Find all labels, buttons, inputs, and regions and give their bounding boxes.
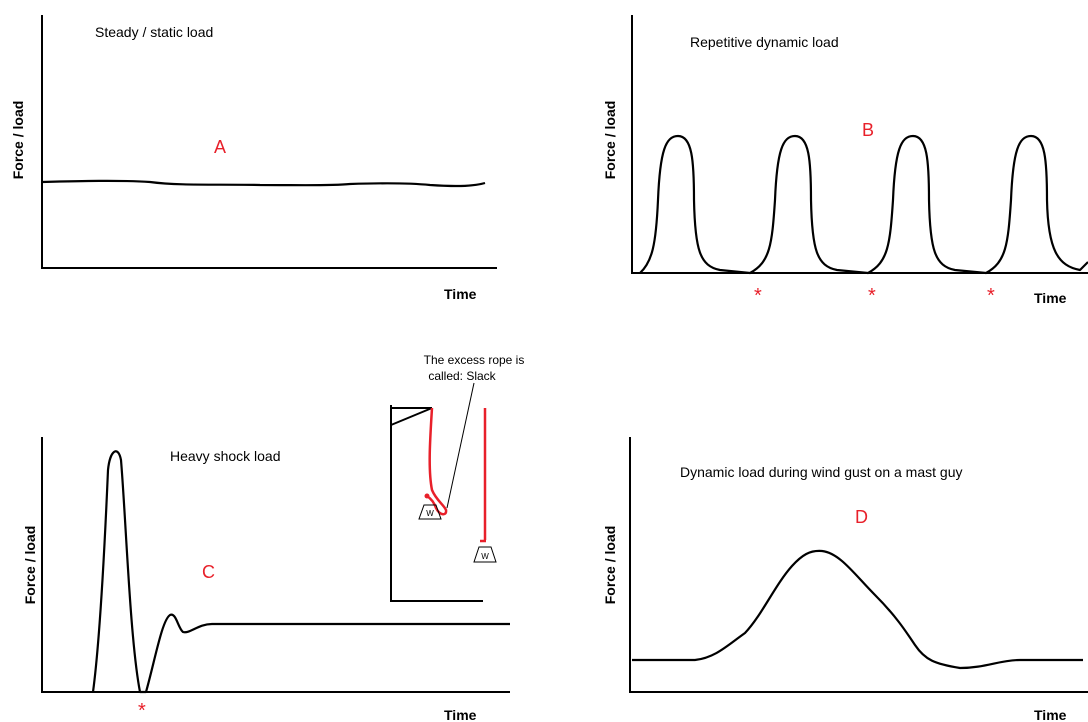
rope-end — [424, 493, 430, 499]
rope-slack — [426, 407, 448, 516]
y-label: Force / load — [22, 526, 38, 605]
panel-b: Repetitive dynamic load B Force / load T… — [602, 15, 1088, 307]
panel-c: Heavy shock load C Force / load Time * — [22, 437, 510, 722]
x-label: Time — [444, 707, 477, 722]
axes — [41, 15, 497, 269]
letter: B — [862, 120, 874, 140]
axes — [631, 15, 1088, 274]
marker: * — [987, 285, 995, 307]
slack-inset: W W The excess rope is called: Slack — [390, 353, 525, 602]
title: Repetitive dynamic load — [690, 34, 839, 50]
note: called: Slack — [428, 369, 496, 383]
load-curve — [91, 450, 510, 694]
y-label: Force / load — [602, 526, 618, 605]
axes — [41, 437, 510, 693]
marker: * — [754, 285, 762, 307]
y-label: Force / load — [602, 101, 618, 180]
weight-label: W — [426, 509, 434, 518]
title: Heavy shock load — [170, 448, 281, 464]
x-label: Time — [1034, 290, 1067, 306]
weight — [418, 504, 442, 520]
title: Dynamic load during wind gust on a mast … — [680, 464, 962, 480]
axes — [629, 437, 1088, 693]
frame — [390, 405, 483, 602]
letter: D — [855, 507, 868, 527]
y-label: Force / load — [10, 101, 26, 180]
panel-a: Steady / static load A Force / load Time — [10, 15, 497, 302]
weight — [473, 546, 497, 563]
x-label: Time — [444, 286, 477, 302]
frame-top — [390, 407, 433, 426]
load-curve — [639, 134, 1088, 275]
marker: * — [138, 700, 146, 722]
marker: * — [868, 285, 876, 307]
leader-line — [446, 382, 475, 509]
note: The excess rope is — [424, 353, 525, 367]
letter: C — [202, 562, 215, 582]
weight-label: W — [481, 552, 489, 561]
load-curve — [41, 179, 486, 188]
letter: A — [214, 137, 226, 157]
rope-taut — [480, 408, 487, 543]
x-label: Time — [1034, 707, 1067, 722]
title: Steady / static load — [95, 24, 213, 40]
load-curve — [632, 549, 1083, 670]
panel-d: Dynamic load during wind gust on a mast … — [602, 437, 1088, 722]
